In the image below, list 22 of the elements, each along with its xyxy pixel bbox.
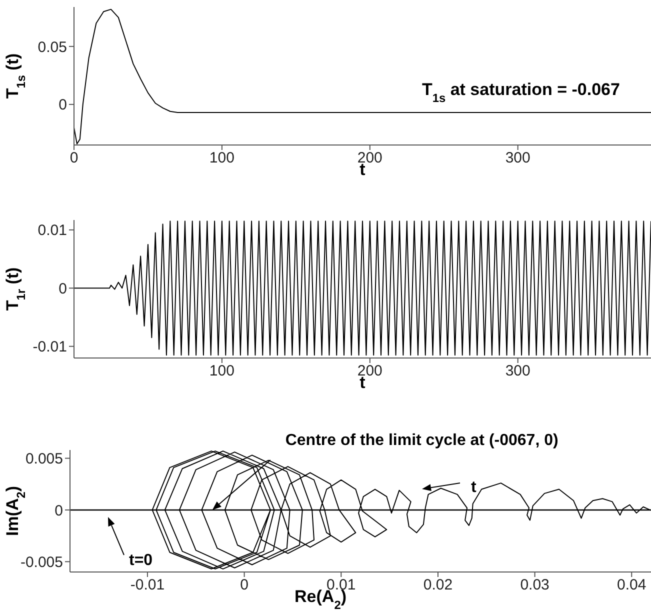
x-tick-label: 0.04 <box>617 576 646 594</box>
x-tick-label: -0.01 <box>130 576 165 594</box>
x-tick-label: 0 <box>240 576 248 594</box>
y-tick-label: 0 <box>58 96 67 114</box>
annotation: Centre of the limit cycle at (-0067, 0) <box>285 432 558 449</box>
x-tick-label: 0 <box>70 150 78 167</box>
annotation: T$_{1s}$ at saturation = -0.067 <box>422 80 620 105</box>
y-tick-label: 0.01 <box>38 222 67 240</box>
y-tick-label: -0.005 <box>20 554 63 571</box>
y-tick-label: 0 <box>58 280 67 298</box>
x-tick-label: 0.02 <box>423 576 453 594</box>
x-tick-label: 100 <box>209 362 234 380</box>
y-tick-label: 0 <box>54 502 63 520</box>
y-tick-label: 0.05 <box>38 38 67 56</box>
y-tick-label: -0.01 <box>32 338 67 356</box>
annotation: t=0 <box>129 552 153 569</box>
x-tick-label: 0.03 <box>520 576 550 594</box>
x-tick-label: 100 <box>209 150 234 167</box>
x-tick-label: 300 <box>505 150 530 167</box>
x-tick-label: 300 <box>505 362 530 380</box>
y-tick-label: 0.005 <box>25 450 63 468</box>
annotation: t <box>471 479 477 496</box>
